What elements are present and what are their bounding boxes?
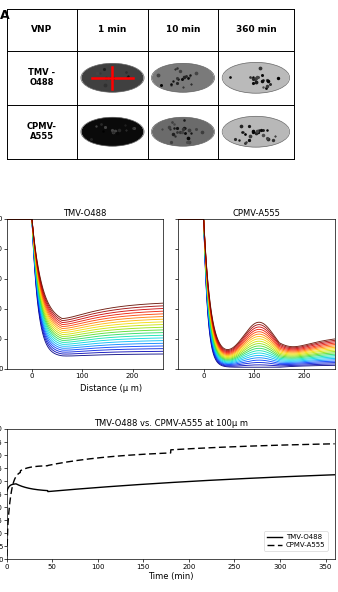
TMV-O488 bbox=[156, 480, 160, 487]
Text: CPMV-
A555: CPMV- A555 bbox=[27, 122, 57, 141]
CPMV-A555 bbox=[155, 450, 160, 457]
CPMV-A555 bbox=[22, 466, 26, 473]
Title: TMV-O488 vs. CPMV-A555 at 100μ m: TMV-O488 vs. CPMV-A555 at 100μ m bbox=[94, 419, 248, 428]
Ellipse shape bbox=[82, 118, 143, 146]
Ellipse shape bbox=[153, 64, 213, 92]
Text: A: A bbox=[0, 9, 10, 22]
Ellipse shape bbox=[223, 63, 288, 92]
Title: TMV-O488: TMV-O488 bbox=[63, 209, 106, 218]
Legend: TMV-O488, CPMV-A555: TMV-O488, CPMV-A555 bbox=[264, 532, 328, 551]
TMV-O488 bbox=[323, 472, 327, 479]
Text: Distance (μ m): Distance (μ m) bbox=[80, 384, 143, 392]
CPMV-A555 bbox=[333, 440, 337, 448]
CPMV-A555 bbox=[263, 442, 267, 449]
TMV-O488 bbox=[164, 480, 168, 487]
Ellipse shape bbox=[223, 117, 288, 147]
CPMV-A555 bbox=[164, 449, 168, 456]
CPMV-A555 bbox=[5, 553, 9, 560]
TMV-O488 bbox=[323, 472, 327, 479]
Ellipse shape bbox=[153, 118, 213, 146]
TMV-O488 bbox=[5, 488, 9, 495]
Text: 1 min: 1 min bbox=[98, 25, 127, 34]
Title: CPMV-A555: CPMV-A555 bbox=[233, 209, 281, 218]
Text: 360 min: 360 min bbox=[236, 25, 276, 34]
X-axis label: Time (min): Time (min) bbox=[148, 572, 193, 581]
CPMV-A555 bbox=[323, 440, 327, 448]
Line: CPMV-A555: CPMV-A555 bbox=[7, 444, 335, 556]
TMV-O488 bbox=[46, 488, 50, 495]
TMV-O488 bbox=[263, 474, 267, 481]
TMV-O488 bbox=[22, 483, 26, 490]
Line: TMV-O488: TMV-O488 bbox=[7, 475, 335, 491]
CPMV-A555 bbox=[323, 440, 327, 448]
Text: TMV -
O488: TMV - O488 bbox=[28, 68, 55, 88]
TMV-O488 bbox=[333, 471, 337, 478]
Ellipse shape bbox=[82, 64, 143, 92]
Text: 10 min: 10 min bbox=[166, 25, 200, 34]
Text: VNP: VNP bbox=[31, 25, 53, 34]
